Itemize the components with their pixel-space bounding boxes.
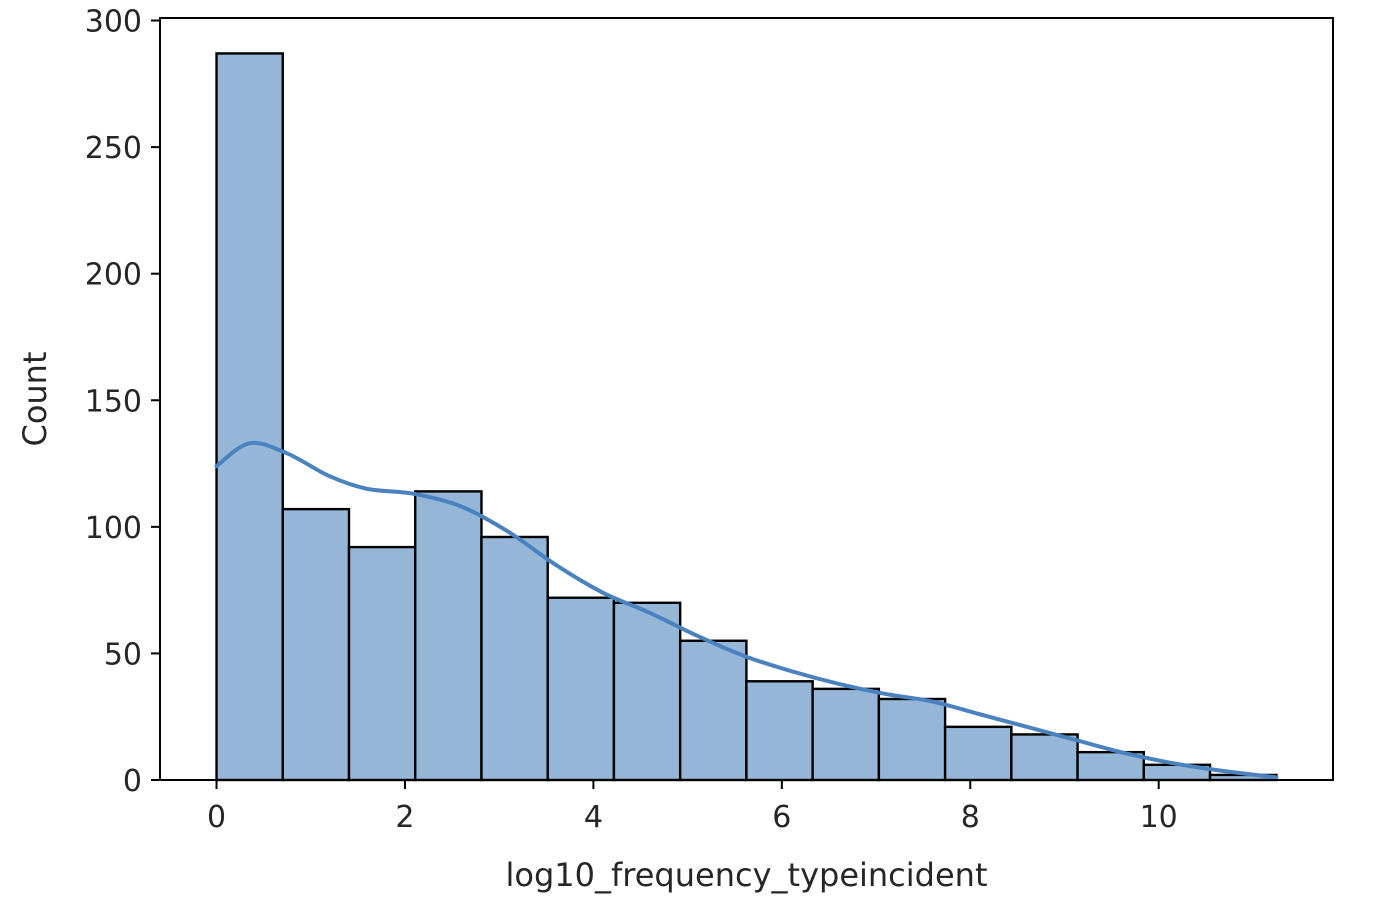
histogram-bar-1 — [281, 507, 351, 782]
histogram-bar-6 — [612, 601, 682, 782]
y-tick-label-5: 250 — [85, 131, 142, 166]
bars-layer — [215, 52, 1278, 782]
histogram-bar-8 — [745, 680, 814, 782]
y-tick-label-2: 100 — [85, 511, 142, 546]
x-tick-label-5: 10 — [1140, 800, 1178, 835]
y-axis-label: Count — [16, 351, 54, 446]
x-tick-label-0: 0 — [207, 800, 226, 835]
histogram-bar-12 — [1010, 733, 1079, 782]
histogram-bar-3 — [414, 490, 483, 782]
histogram-bar-10 — [877, 697, 947, 782]
y-tick-label-4: 200 — [85, 258, 142, 293]
histogram-bar-11 — [943, 725, 1013, 782]
y-tick-label-0: 0 — [123, 764, 142, 799]
kde-layer — [214, 440, 1279, 780]
histogram-bar-4 — [480, 535, 549, 782]
y-tick-label-3: 150 — [85, 384, 142, 419]
x-axis-label: log10_frequency_typeincident — [506, 856, 988, 894]
histogram-bar-9 — [811, 687, 881, 782]
x-tick-label-4: 8 — [961, 800, 980, 835]
plot-frame — [159, 17, 1334, 781]
y-tick-label-1: 50 — [104, 637, 142, 672]
histogram-bar-0 — [215, 52, 284, 782]
histogram-bar-7 — [678, 639, 748, 782]
x-tick-label-1: 2 — [395, 800, 414, 835]
histogram-bar-5 — [546, 596, 616, 782]
x-tick-label-3: 6 — [772, 800, 791, 835]
histogram-bar-2 — [347, 545, 417, 782]
y-tick-label-6: 300 — [85, 5, 142, 40]
kde-line — [214, 440, 1279, 780]
x-tick-label-2: 4 — [584, 800, 603, 835]
